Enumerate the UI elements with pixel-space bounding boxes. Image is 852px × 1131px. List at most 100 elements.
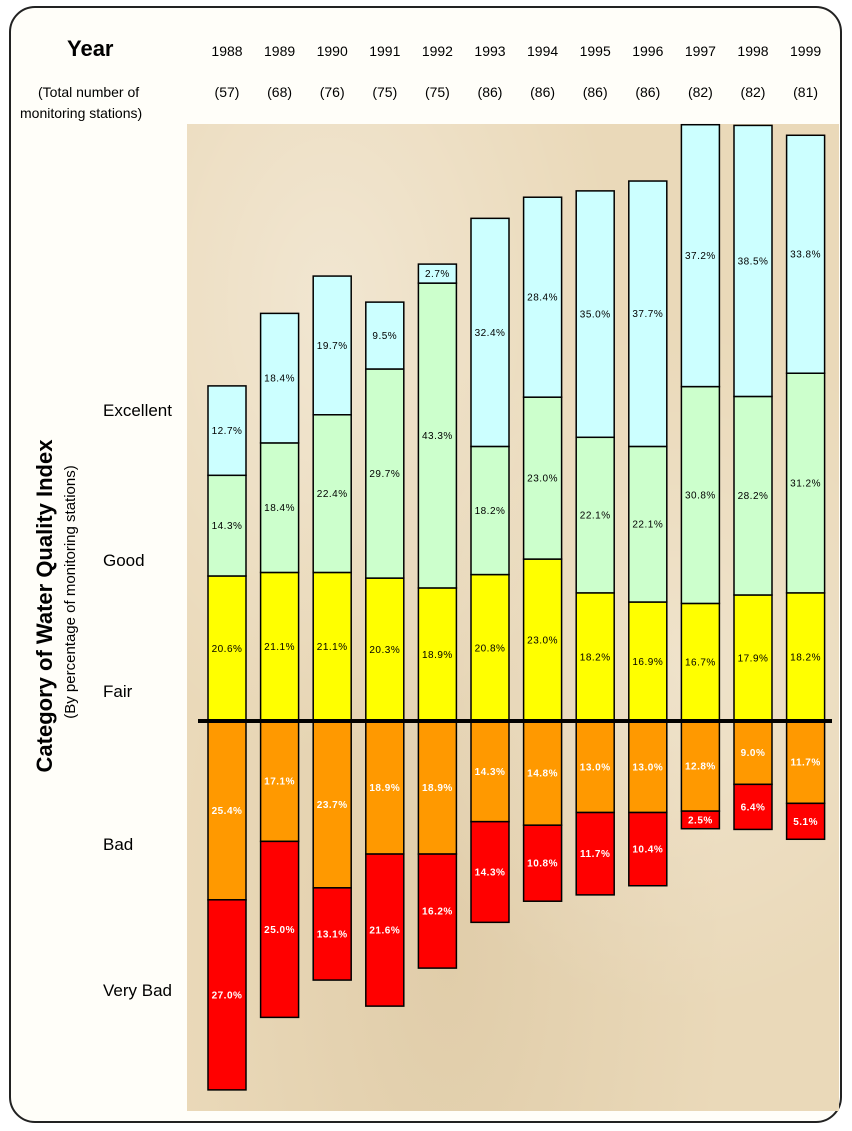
bar-excellent-1992 [417,263,458,284]
station-count-1993: (86) [478,84,503,100]
bar-bad-1988 [207,720,247,901]
data-label-bad-1998: 9.0% [741,748,766,759]
bar-good-1988 [207,474,247,577]
data-label-very-bad-1992: 16.2% [422,907,453,918]
data-label-good-1997: 30.8% [685,491,716,502]
y-axis-subtitle: (By percentage of monitoring stations) [62,465,79,718]
data-label-bad-1996: 13.0% [632,762,663,773]
category-label-bad: Bad [103,835,133,854]
bar-excellent-1989 [259,312,300,444]
data-label-fair-1993: 20.8% [475,643,506,654]
bar-good-1992 [417,282,458,589]
station-count-1988: (57) [215,84,240,100]
bar-excellent-1995 [575,190,615,439]
data-label-excellent-1994: 28.4% [527,293,558,304]
station-count-1999: (81) [793,84,818,100]
bar-fair-1988 [207,575,247,722]
bar-excellent-1990 [312,275,352,416]
data-label-excellent-1996: 37.7% [632,309,663,320]
year-tick-1992: 1992 [422,43,453,59]
data-label-good-1994: 23.0% [527,474,558,485]
bar-excellent-1991 [365,301,405,370]
bar-very-bad-1988 [207,899,247,1091]
category-label-excellent: Excellent [103,401,172,420]
data-label-very-bad-1995: 11.7% [580,849,610,860]
data-label-fair-1999: 18.2% [790,652,821,663]
bar-very-bad-1999 [785,802,826,841]
data-label-very-bad-1996: 10.4% [632,845,663,856]
bar-good-1990 [312,414,352,574]
bar-bad-1999 [785,720,826,805]
bar-bad-1990 [312,720,352,889]
data-label-very-bad-1997: 2.5% [688,815,713,826]
data-label-fair-1994: 23.0% [527,636,558,647]
data-label-bad-1988: 25.4% [212,806,243,817]
data-label-bad-1992: 18.9% [422,783,453,794]
data-label-good-1988: 14.3% [212,521,243,532]
data-label-good-1996: 22.1% [632,520,663,531]
data-label-very-bad-1990: 13.1% [317,929,348,940]
category-label-very-bad: Very Bad [103,981,172,1000]
data-label-fair-1992: 18.9% [422,650,453,661]
station-count-1991: (75) [372,84,397,100]
bar-excellent-1994 [522,196,563,398]
data-label-very-bad-1988: 27.0% [212,990,243,1001]
data-label-good-1990: 22.4% [317,489,348,500]
year-tick-1996: 1996 [632,43,663,59]
data-label-fair-1990: 21.1% [317,642,348,653]
bar-good-1997 [680,385,721,605]
bar-fair-1992 [417,587,458,722]
year-tick-labels: 1988 (57) 1989 (68) 1990 (76) 1991 (75) 1992 (75)… [211,43,821,100]
station-count-1998: (82) [741,84,766,100]
data-label-bad-1993: 14.3% [475,767,506,778]
data-label-good-1995: 22.1% [580,511,611,522]
data-label-fair-1989: 21.1% [264,642,295,653]
station-count-1989: (68) [267,84,292,100]
y-axis-title: Category of Water Quality Index [32,439,57,773]
data-label-bad-1989: 17.1% [264,777,295,788]
data-label-excellent-1992: 2.7% [425,269,450,280]
data-label-fair-1996: 16.9% [632,657,663,668]
data-label-excellent-1988: 12.7% [212,426,243,437]
year-header: Year [67,36,114,61]
bar-bad-1994 [522,720,563,826]
bar-very-bad-1997 [680,810,721,830]
data-label-very-bad-1999: 5.1% [793,817,818,828]
bar-very-bad-1989 [259,840,300,1019]
data-label-good-1991: 29.7% [369,469,400,480]
bar-bad-1993 [470,720,510,823]
bar-fair-1989 [259,571,300,722]
year-tick-1999: 1999 [790,43,821,59]
data-label-excellent-1990: 19.7% [317,341,348,352]
bar-very-bad-1992 [417,853,458,969]
year-tick-1990: 1990 [317,43,348,59]
station-count-1992: (75) [425,84,450,100]
category-label-fair: Fair [103,682,133,701]
data-label-bad-1994: 14.8% [527,769,558,780]
data-label-fair-1997: 16.7% [685,658,716,669]
station-count-1994: (86) [530,84,555,100]
bar-very-bad-1991 [365,853,405,1007]
data-label-excellent-1991: 9.5% [372,331,397,342]
year-tick-1993: 1993 [474,43,505,59]
bar-excellent-1999 [785,134,826,374]
data-label-very-bad-1998: 6.4% [741,802,766,813]
bar-bad-1992 [417,720,458,855]
data-label-good-1992: 43.3% [422,431,453,442]
bar-very-bad-1996 [628,811,668,887]
bar-very-bad-1993 [470,820,510,924]
year-tick-1997: 1997 [685,43,716,59]
year-tick-1988: 1988 [211,43,242,59]
bar-very-bad-1995 [575,811,615,896]
station-count-1995: (86) [583,84,608,100]
data-label-fair-1995: 18.2% [580,652,611,663]
data-label-bad-1990: 23.7% [317,800,348,811]
bar-excellent-1997 [680,123,721,388]
bar-fair-1997 [680,602,721,722]
bar-good-1999 [785,372,826,594]
data-label-excellent-1993: 32.4% [475,328,506,339]
data-label-very-bad-1989: 25.0% [264,925,295,936]
data-label-good-1999: 31.2% [790,479,821,490]
bar-good-1996 [628,445,668,603]
